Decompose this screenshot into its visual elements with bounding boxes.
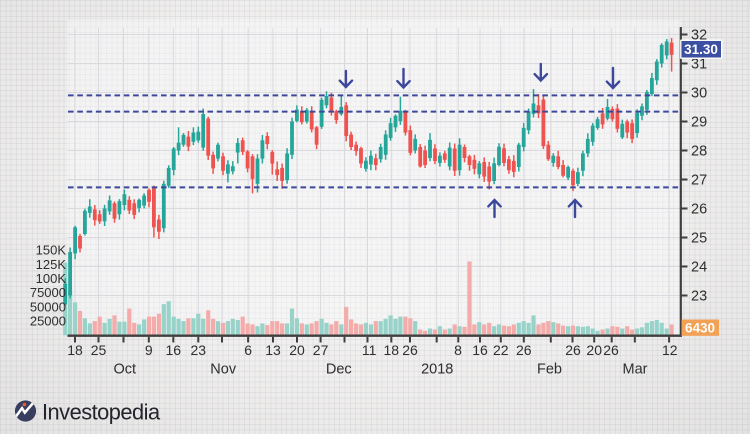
svg-text:18: 18 bbox=[384, 342, 400, 358]
svg-text:22: 22 bbox=[493, 342, 509, 358]
svg-text:28: 28 bbox=[691, 144, 707, 160]
svg-text:6: 6 bbox=[244, 342, 252, 358]
svg-text:27: 27 bbox=[313, 342, 329, 358]
svg-text:26: 26 bbox=[691, 202, 707, 218]
svg-text:Mar: Mar bbox=[623, 362, 648, 378]
svg-text:100K: 100K bbox=[36, 271, 67, 286]
svg-text:26: 26 bbox=[516, 342, 532, 358]
svg-text:8: 8 bbox=[454, 342, 462, 358]
svg-text:31.30: 31.30 bbox=[684, 42, 718, 57]
svg-text:6430: 6430 bbox=[685, 321, 715, 336]
svg-text:31: 31 bbox=[691, 57, 707, 73]
svg-text:18: 18 bbox=[67, 342, 83, 358]
svg-text:26: 26 bbox=[402, 342, 418, 358]
svg-text:Oct: Oct bbox=[114, 362, 137, 378]
svg-text:2018: 2018 bbox=[421, 362, 453, 378]
svg-text:125K: 125K bbox=[36, 257, 67, 272]
svg-text:50000: 50000 bbox=[30, 299, 66, 314]
svg-text:16: 16 bbox=[166, 342, 182, 358]
svg-text:27: 27 bbox=[691, 173, 707, 189]
svg-text:26: 26 bbox=[603, 342, 619, 358]
svg-text:24: 24 bbox=[691, 260, 707, 276]
svg-text:25: 25 bbox=[691, 231, 707, 247]
svg-text:16: 16 bbox=[472, 342, 488, 358]
svg-text:29: 29 bbox=[691, 115, 707, 131]
svg-text:13: 13 bbox=[265, 342, 281, 358]
svg-text:25: 25 bbox=[91, 342, 107, 358]
svg-text:Feb: Feb bbox=[537, 362, 562, 378]
svg-text:26: 26 bbox=[565, 342, 581, 358]
svg-text:12: 12 bbox=[662, 342, 678, 358]
svg-text:20: 20 bbox=[289, 342, 305, 358]
svg-text:150K: 150K bbox=[36, 243, 67, 258]
svg-text:75000: 75000 bbox=[30, 285, 66, 300]
svg-text:30: 30 bbox=[691, 86, 707, 102]
svg-text:23: 23 bbox=[691, 289, 707, 305]
svg-text:23: 23 bbox=[191, 342, 207, 358]
svg-text:Investopedia: Investopedia bbox=[42, 400, 161, 425]
svg-text:11: 11 bbox=[362, 342, 377, 358]
svg-text:25000: 25000 bbox=[30, 314, 66, 329]
svg-text:9: 9 bbox=[145, 342, 153, 358]
svg-text:Nov: Nov bbox=[210, 362, 237, 378]
svg-text:Dec: Dec bbox=[326, 362, 352, 378]
svg-text:20: 20 bbox=[586, 342, 602, 358]
